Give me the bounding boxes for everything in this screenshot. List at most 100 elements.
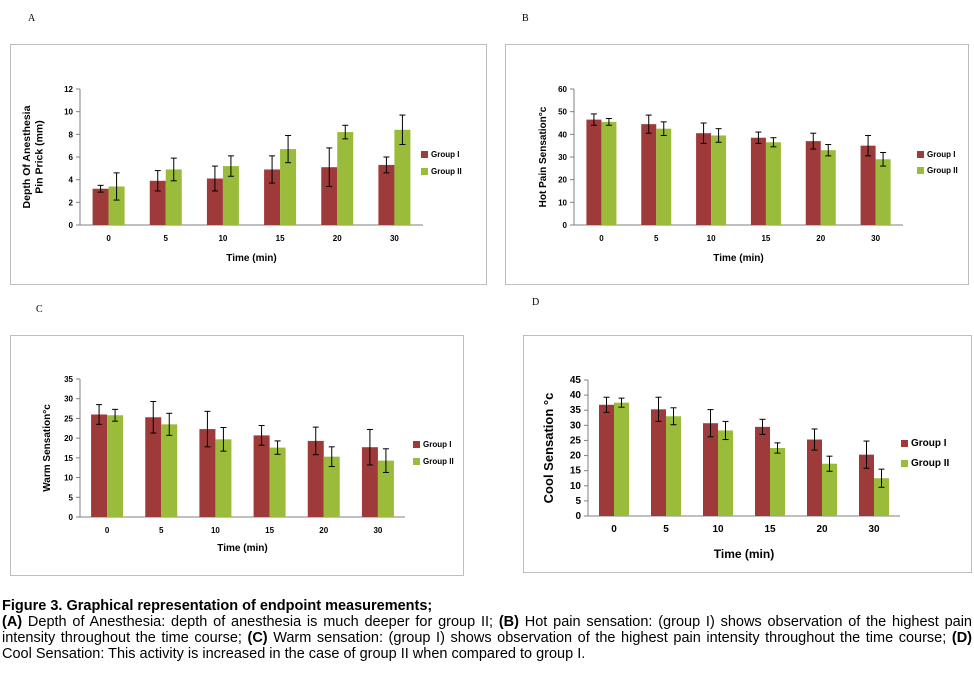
x-tick-label: 0: [105, 526, 110, 535]
y-tick-label: 45: [570, 375, 582, 386]
chart-panel-b: 0 10 20 30 40 50 60 0 5 10 15 20 30 Time (min) Hot Pai…: [505, 44, 969, 285]
caption-b-label: (B): [498, 614, 519, 630]
y-tick-label: 5: [69, 493, 74, 502]
y-tick-label: 12: [64, 85, 73, 94]
legend-swatch-group-i: [901, 440, 908, 447]
bar-group-i: [199, 429, 216, 517]
bar-group-i: [91, 414, 108, 517]
bar-group-i: [586, 119, 602, 225]
bar-group-i: [703, 423, 718, 516]
y-tick-label: 10: [64, 108, 73, 117]
x-tick-label: 0: [106, 234, 111, 243]
caption-c-text: Warm sensation: (group I) shows observat…: [267, 630, 952, 646]
y-tick-label: 20: [570, 451, 582, 462]
y-tick-label: 0: [69, 221, 74, 230]
panel-letter-a: A: [28, 13, 36, 24]
legend-swatch-group-i: [917, 151, 924, 158]
legend-swatch-group-ii: [421, 168, 428, 175]
bar-group-ii: [601, 121, 617, 225]
x-tick-label: 20: [319, 526, 328, 535]
bar-group-i: [92, 188, 109, 225]
x-tick-label: 5: [164, 234, 169, 243]
legend-swatch-group-ii: [413, 458, 420, 465]
x-tick-label: 20: [816, 234, 825, 243]
y-tick-label: 5: [575, 496, 581, 507]
x-tick-label: 15: [276, 234, 285, 243]
y-tick-label: 30: [558, 153, 567, 162]
bar-group-i: [307, 440, 324, 517]
x-tick-label: 15: [764, 524, 776, 535]
chart-d-svg: 0 5 10 15 20 25 30 35 40 45 0 5 10 15 20 30 Time (min) Co…: [541, 375, 950, 561]
y-tick-label: 0: [69, 513, 74, 522]
y-tick-label: 8: [69, 130, 74, 139]
x-tick-label: 10: [707, 234, 716, 243]
legend-swatch-group-ii: [901, 460, 908, 467]
x-tick-label: 20: [816, 524, 828, 535]
x-tick-label: 5: [159, 526, 164, 535]
y-tick-label: 30: [64, 395, 73, 404]
chart-panel-a: 0 2 4 6 8 10 12 0 5 10 15 20 30 Time (min) Depth Of An…: [10, 44, 487, 285]
y-tick-label: 10: [570, 481, 582, 492]
y-axis-title: Pin Prick (mm): [33, 120, 45, 194]
bar-group-ii: [269, 447, 286, 517]
y-tick-label: 50: [558, 108, 567, 117]
legend-label-group-ii: Group II: [431, 167, 462, 176]
bar-group-i: [651, 409, 666, 516]
bar-group-i: [641, 124, 657, 225]
bar-group-ii: [822, 463, 837, 516]
y-tick-label: 20: [558, 176, 567, 185]
y-tick-label: 15: [64, 454, 73, 463]
bar-group-ii: [711, 135, 727, 225]
bar-group-ii: [215, 439, 232, 517]
bar-group-ii: [280, 149, 297, 225]
legend-label-group-ii: Group II: [911, 458, 950, 469]
x-tick-label: 30: [373, 526, 382, 535]
x-tick-label: 5: [663, 524, 669, 535]
x-tick-label: 10: [218, 234, 227, 243]
panel-letter-d: D: [532, 297, 540, 308]
bar-group-ii: [165, 169, 182, 225]
y-tick-label: 15: [570, 466, 582, 477]
y-axis-title: Cool Sensation °c: [541, 393, 556, 504]
x-tick-label: 30: [871, 234, 880, 243]
chart-a-svg: 0 2 4 6 8 10 12 0 5 10 15 20 30 Time (min) Depth Of An…: [21, 85, 462, 264]
bar-group-ii: [323, 456, 340, 517]
bar-group-i: [805, 141, 821, 225]
legend-label-group-ii: Group II: [927, 166, 958, 175]
x-tick-label: 30: [868, 524, 880, 535]
bar-group-ii: [107, 415, 124, 517]
caption-c-label: (C): [247, 630, 268, 646]
bar-group-i: [599, 404, 614, 516]
x-tick-label: 10: [211, 526, 220, 535]
legend-label-group-i: Group I: [431, 150, 459, 159]
chart-panel-c: 0 5 10 15 20 25 30 35 0 5 10 15 20 30 Time (min) Warm S…: [10, 335, 464, 576]
x-tick-label: 10: [712, 524, 724, 535]
caption-d-text: Cool Sensation: This activity is increas…: [2, 646, 586, 662]
legend-swatch-group-i: [413, 441, 420, 448]
y-tick-label: 30: [570, 420, 582, 431]
bar-group-ii: [161, 424, 178, 517]
x-tick-label: 30: [390, 234, 399, 243]
y-tick-label: 60: [558, 85, 567, 94]
x-tick-label: 15: [761, 234, 770, 243]
bar-group-i: [696, 133, 712, 225]
y-tick-label: 10: [558, 198, 567, 207]
chart-panel-d: 0 5 10 15 20 25 30 35 40 45 0 5 10 15 20 30 Time (min) Co…: [523, 335, 972, 573]
bar-group-i: [378, 164, 395, 225]
bar-group-i: [750, 137, 766, 225]
y-tick-label: 40: [570, 390, 582, 401]
bar-group-i: [361, 447, 378, 517]
y-tick-label: 25: [570, 435, 582, 446]
y-tick-label: 2: [69, 198, 74, 207]
chart-b-svg: 0 10 20 30 40 50 60 0 5 10 15 20 30 Time (min) Hot Pai…: [538, 85, 958, 264]
bar-group-i: [264, 169, 281, 225]
bar-group-i: [859, 454, 874, 516]
x-tick-label: 0: [599, 234, 604, 243]
y-tick-label: 0: [575, 511, 581, 522]
bar-group-i: [755, 426, 770, 516]
caption-a-label: (A): [2, 614, 23, 630]
y-tick-label: 20: [64, 434, 73, 443]
bar-group-ii: [765, 142, 781, 225]
y-tick-label: 25: [64, 414, 73, 423]
y-tick-label: 0: [563, 221, 568, 230]
